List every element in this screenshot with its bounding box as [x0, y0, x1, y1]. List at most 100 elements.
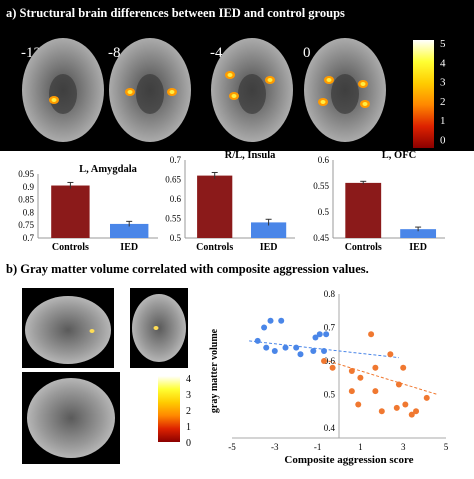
- y-tick-label: 0.6: [170, 194, 182, 204]
- slice-label: -4: [210, 45, 223, 61]
- scatter-point: [357, 374, 364, 381]
- colorbar-a-tick: 3: [440, 77, 446, 89]
- y-tick-label: 0.95: [18, 169, 34, 179]
- colorbar-a-tick: 5: [440, 38, 446, 50]
- scatter-point: [254, 337, 261, 344]
- bar: [197, 175, 233, 238]
- scatter-point: [378, 408, 385, 415]
- scatter-point: [261, 324, 268, 331]
- y-tick-label: 0.55: [313, 181, 329, 191]
- scatter-point: [402, 401, 409, 408]
- coronal-brain: [132, 294, 186, 362]
- bar: [110, 223, 149, 238]
- scatter-point: [395, 381, 402, 388]
- activation-core: [267, 78, 273, 82]
- panel-b-title: b) Gray matter volume correlated with co…: [6, 262, 369, 276]
- scatter-point: [323, 331, 330, 338]
- scatter-point: [413, 408, 420, 415]
- activation-core: [362, 102, 368, 106]
- scatter-y-tick: 0.7: [324, 323, 336, 333]
- scatter-x-tick: 3: [401, 442, 406, 452]
- scatter-point: [368, 331, 375, 338]
- scatter-point: [263, 344, 270, 351]
- scatter-point: [400, 364, 407, 371]
- activation-core: [227, 73, 233, 77]
- slice-label: 0: [303, 45, 311, 61]
- slice-label: -8: [108, 45, 121, 61]
- scatter-x-tick: 1: [358, 442, 363, 452]
- scatter-point: [393, 404, 400, 411]
- scatter-point: [271, 347, 278, 354]
- x-category-label: Controls: [345, 242, 382, 253]
- panel-a: a) Structural brain differences between …: [0, 0, 474, 255]
- scatter-y-label: gray matter volume: [209, 328, 220, 413]
- brain-midbrain: [49, 74, 77, 114]
- x-category-label: IED: [120, 242, 138, 253]
- scatter-y-tick: 0.8: [324, 289, 336, 299]
- y-tick-label: 0.9: [23, 182, 35, 192]
- bar-chart-title: L, Amygdala: [79, 164, 138, 175]
- y-tick-label: 0.75: [18, 220, 34, 230]
- activation-core: [169, 90, 175, 94]
- x-category-label: IED: [409, 242, 427, 253]
- bar: [400, 229, 437, 238]
- colorbar-a-tick: 4: [440, 57, 446, 69]
- scatter-point: [310, 347, 317, 354]
- y-tick-label: 0.8: [23, 207, 35, 217]
- scatter-point: [348, 368, 355, 375]
- scatter-point: [372, 364, 379, 371]
- y-tick-label: 0.6: [318, 155, 330, 165]
- brain-midbrain: [136, 74, 164, 114]
- scatter-point: [348, 388, 355, 395]
- scatter-point: [278, 317, 285, 324]
- scatter-y-tick: 0.5: [324, 390, 336, 400]
- activation-core: [231, 94, 237, 98]
- scatter-point: [316, 331, 323, 338]
- scatter-point: [372, 388, 379, 395]
- y-tick-label: 0.85: [18, 195, 34, 205]
- colorbar-b-tick: 1: [186, 422, 191, 433]
- y-tick-label: 0.5: [170, 233, 182, 243]
- x-category-label: Controls: [52, 242, 89, 253]
- scatter-x-tick: 5: [444, 442, 449, 452]
- scatter-point: [355, 401, 362, 408]
- scatter-point: [329, 364, 336, 371]
- y-tick-label: 0.7: [23, 233, 35, 243]
- y-tick-label: 0.65: [165, 175, 181, 185]
- colorbar-a-tick: 0: [440, 135, 446, 147]
- sagittal-activation: [89, 329, 95, 333]
- sagittal-brain: [25, 296, 111, 364]
- scatter-point: [387, 351, 394, 358]
- activation-core: [51, 98, 57, 102]
- colorbar-b: [158, 376, 180, 442]
- colorbar-b-tick: 2: [186, 406, 191, 417]
- bar-chart-title: R/L, Insula: [225, 150, 277, 161]
- scatter-point: [321, 347, 328, 354]
- colorbar-a-tick: 2: [440, 96, 446, 108]
- scatter-x-label: Composite aggression score: [284, 454, 413, 466]
- scatter-point: [423, 394, 430, 401]
- colorbar-a-tick: 1: [440, 115, 446, 127]
- scatter-point: [282, 344, 289, 351]
- bar: [51, 185, 90, 238]
- scatter-point: [297, 351, 304, 358]
- x-category-label: IED: [260, 242, 278, 253]
- y-tick-label: 0.5: [318, 207, 330, 217]
- scatter-point: [293, 344, 300, 351]
- x-category-label: Controls: [196, 242, 233, 253]
- scatter-point: [312, 334, 319, 341]
- colorbar-a: [413, 40, 434, 148]
- colorbar-b-tick: 3: [186, 390, 191, 401]
- panel-a-title: a) Structural brain differences between …: [6, 6, 345, 20]
- scatter-point: [321, 358, 328, 364]
- scatter-x-tick: -3: [271, 442, 279, 452]
- brain-midbrain: [238, 74, 266, 114]
- scatter-x-tick: -1: [314, 442, 322, 452]
- y-tick-label: 0.7: [170, 155, 182, 165]
- bar: [251, 222, 287, 238]
- bar-chart-title: L, OFC: [382, 150, 416, 161]
- activation-core: [326, 78, 332, 82]
- scatter-point: [408, 411, 415, 418]
